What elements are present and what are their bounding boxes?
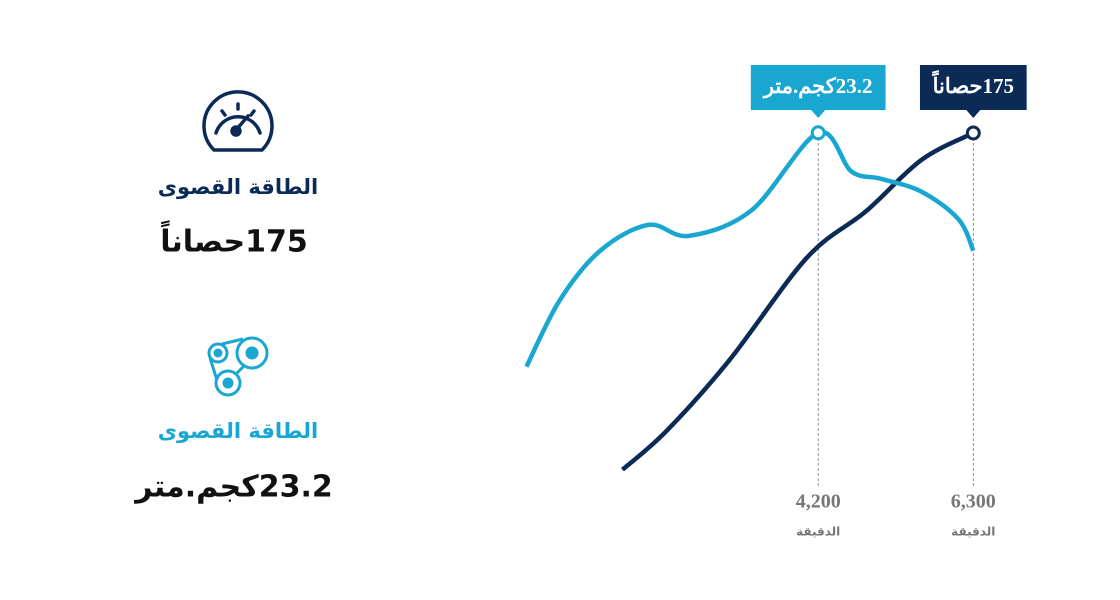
series-line	[620, 130, 975, 472]
engine-belt-icon	[207, 336, 269, 397]
callout: 175حصاناً	[919, 65, 1027, 118]
callout-box	[919, 65, 1027, 118]
peak-marker	[810, 125, 826, 141]
x-tick-label: 6,300	[951, 491, 996, 513]
callout-box	[750, 65, 886, 118]
callout-label: 175حصاناً	[931, 70, 1014, 98]
stat-value: 175حصاناً	[160, 220, 308, 260]
series-line	[524, 129, 976, 368]
stat-title: الطاقة القصوى	[158, 419, 319, 443]
peak-marker	[965, 125, 981, 141]
stat-value: 23.2كجم.متر	[133, 470, 333, 505]
x-tick-unit: الدقيقة	[951, 525, 995, 539]
gauge-icon	[202, 90, 274, 152]
callout: 23.2كجم.متر	[750, 65, 886, 118]
x-tick-unit: الدقيقة	[796, 525, 840, 539]
stat-title: الطاقة القصوى	[158, 175, 319, 199]
x-tick-label: 4,200	[796, 491, 841, 513]
callout-label: 23.2كجم.متر	[762, 74, 873, 99]
